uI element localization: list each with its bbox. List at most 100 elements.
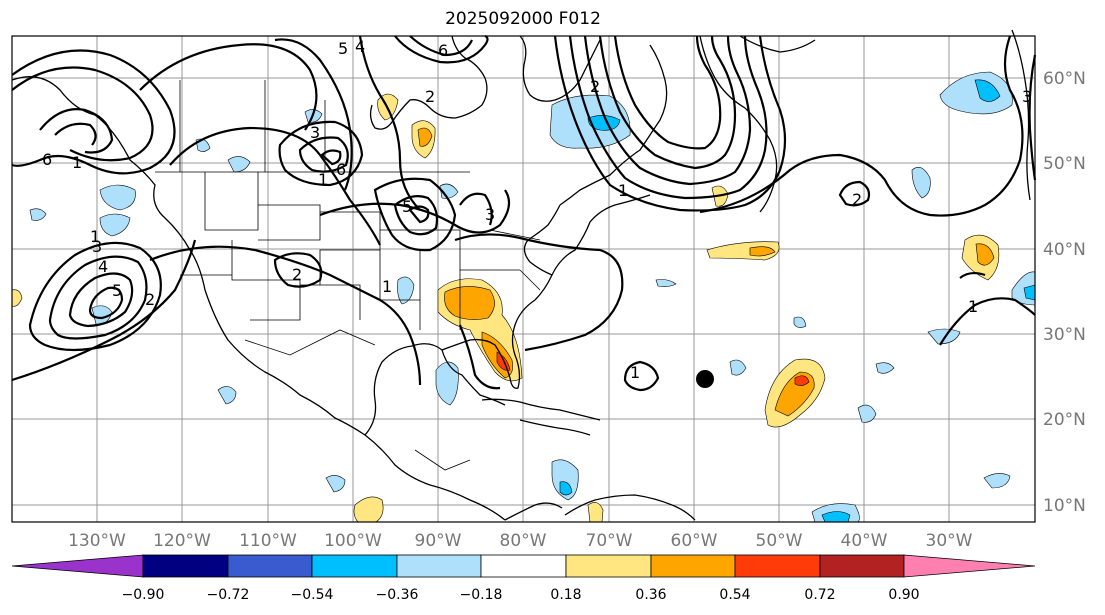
anomaly-negative-greenland-east-core (974, 79, 1001, 102)
anomaly-positive-great-lakes-core (417, 127, 433, 147)
anomaly-positive-pacific-edge (11, 289, 23, 307)
lon-label: 120°W (153, 531, 211, 551)
contour-label: 2 (292, 265, 302, 284)
colorbar-segment (227, 554, 313, 578)
anomaly-positive-caribbean (587, 502, 604, 523)
map-frame (11, 35, 1036, 523)
lon-label: 70°W (586, 531, 633, 551)
colorbar-tick-label: −0.90 (122, 587, 165, 603)
lat-label: 20°N (1043, 410, 1086, 430)
colorbar-tick-label: 0.18 (550, 587, 581, 603)
colorbar-tick-label: 0.54 (719, 587, 750, 603)
anomaly-negative-pacific-west (99, 213, 131, 237)
colorbar-tick-label: −0.54 (291, 587, 334, 603)
lon-label: 80°W (500, 531, 547, 551)
contour-label: 1 (630, 363, 640, 382)
anomaly-negative-atlantic-22n (857, 404, 877, 423)
contour-label: 4 (98, 257, 108, 276)
latitude-labels: 60°N 50°N 40°N 30°N 20°N 10°N (1043, 69, 1086, 516)
political-borders (155, 80, 541, 471)
lon-label: 60°W (671, 531, 718, 551)
anomaly-negative-baja (325, 475, 346, 493)
colorbar-tick-label: −0.36 (376, 587, 419, 603)
lon-label: 90°W (415, 531, 462, 551)
anomaly-positive-central-atlantic-peak (794, 375, 810, 386)
colorbar-segment (819, 554, 905, 578)
anomaly-positive-southeast-core (444, 286, 495, 320)
anomaly-negative-atlantic-25n (729, 359, 747, 376)
contour-label: 5 (402, 197, 412, 216)
longitude-labels: 130°W 120°W 110°W 100°W 90°W 80°W 70°W 6… (68, 531, 973, 551)
anomaly-negative-atlantic-36n (793, 316, 807, 328)
contour-label: 1 (382, 277, 392, 296)
anomaly-negative-pacific-north (29, 208, 47, 221)
contour-labels: 5 4 6 2 3 6 1 5 3 2 1 2 1 4 3 5 6 1 1 2 … (42, 37, 1032, 382)
contour-label: 3 (310, 123, 320, 142)
contour-label: 1 (72, 153, 82, 172)
colorbar-extend-high (903, 554, 1036, 578)
lon-label: 100°W (324, 531, 382, 551)
anomaly-negative-southwest-core (821, 511, 851, 523)
contour-label: 3 (485, 205, 495, 224)
anomaly-negative-greenland-east (939, 71, 1013, 115)
contour-label: 2 (852, 190, 862, 209)
coastlines (11, 29, 1031, 521)
lon-label: 30°W (926, 531, 973, 551)
storm-center-marker (696, 370, 714, 388)
colorbar-tick-label: 0.72 (804, 587, 835, 603)
anomaly-negative-east-atlantic-15n (983, 473, 1011, 489)
colorbar-tick-label: −0.72 (207, 587, 250, 603)
contour-label: 3 (92, 237, 102, 256)
anomaly-positive-western-atlantic-core (749, 246, 776, 257)
contour-label: 5 (112, 281, 122, 300)
lon-label: 110°W (239, 531, 297, 551)
anomaly-positive-central-america (353, 496, 384, 523)
lat-label: 60°N (1043, 69, 1086, 89)
contour-label: 2 (145, 290, 155, 309)
colorbar-segment (480, 554, 567, 578)
contour-label: 1 (618, 181, 628, 200)
lat-label: 50°N (1043, 154, 1086, 174)
colorbar-tick-label: −0.18 (460, 587, 503, 603)
anomaly-negative-midatlantic (397, 276, 415, 305)
colorbar-segment (311, 554, 398, 578)
colorbar-segment (565, 554, 652, 578)
colorbar-extend-low (11, 554, 144, 578)
lat-label: 40°N (1043, 240, 1086, 260)
contour-label: 1 (318, 170, 328, 189)
anomaly-negative-atlantic-25n-east (875, 362, 895, 374)
contour-label: 3 (1022, 87, 1032, 106)
contours (11, 34, 1037, 392)
anomaly-negative-gulf (435, 361, 459, 406)
lon-label: 50°W (756, 531, 803, 551)
colorbar (11, 554, 1036, 578)
lat-label: 30°N (1043, 325, 1086, 345)
lon-label: 40°W (841, 531, 888, 551)
contour-label: 1 (90, 227, 100, 246)
contour-label: 2 (425, 87, 435, 106)
colorbar-tick-label: 0.36 (635, 587, 666, 603)
anomaly-negative-sw-corner (655, 279, 677, 287)
colorbar-segment (734, 554, 821, 578)
contour-label: 4 (355, 37, 365, 56)
anomaly-negative-caribbean-core (559, 481, 573, 496)
anomaly-negative-mexico-pacific (217, 386, 237, 405)
anomaly-negative-east-atlantic-30n-core (1023, 284, 1036, 301)
colorbar-segment (142, 554, 229, 578)
map-title: 2025092000 F012 (445, 9, 601, 29)
contour-label: 6 (336, 160, 346, 179)
contour-label: 5 (338, 39, 348, 58)
anomaly-negative-atlantic-30n (927, 328, 961, 345)
anomaly-positive-east-atlantic-core (975, 243, 995, 266)
lat-label: 10°N (1043, 496, 1086, 516)
colorbar-ticks: −0.90 −0.72 −0.54 −0.36 −0.18 0.18 0.36 … (122, 587, 920, 603)
colorbar-tick-label: 0.90 (888, 587, 919, 603)
anomaly-negative-midatlantic-45n (911, 167, 931, 199)
colorbar-segment (396, 554, 482, 578)
colorbar-segment (650, 554, 736, 578)
anomaly-negative-ne-pacific (99, 184, 136, 211)
contour-label: 6 (438, 41, 448, 60)
contour-label: 1 (968, 297, 978, 316)
contour-label: 6 (42, 150, 52, 169)
